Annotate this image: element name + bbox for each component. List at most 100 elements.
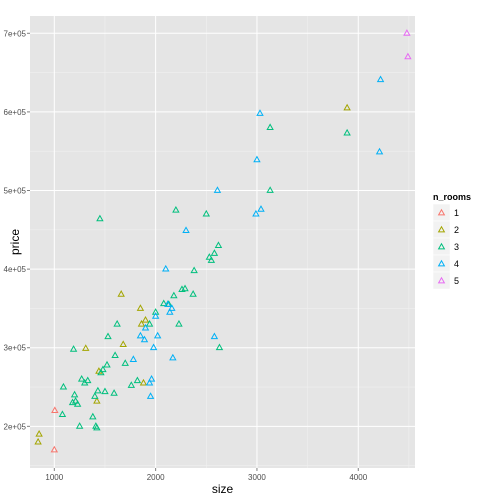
data-point: [145, 319, 154, 327]
data-point: [202, 209, 211, 217]
data-point: [35, 429, 43, 437]
x-tick-label: 1000: [45, 473, 63, 482]
data-point: [168, 304, 176, 311]
data-point: [215, 343, 224, 351]
data-point: [164, 300, 172, 307]
data-point: [93, 423, 101, 431]
data-point: [137, 319, 146, 327]
data-point: [139, 378, 148, 386]
data-point: [96, 214, 104, 222]
data-point: [104, 332, 112, 340]
data-point: [210, 249, 219, 256]
y-tick-label: 6e+05: [4, 108, 27, 117]
data-point: [81, 344, 90, 351]
data-point: [94, 386, 102, 394]
legend: n_rooms 1 2 3 4 5: [432, 192, 471, 290]
data-point: [160, 299, 168, 307]
legend-label: 2: [454, 225, 459, 235]
data-point: [403, 29, 411, 36]
data-point: [141, 323, 150, 331]
data-point: [50, 445, 59, 453]
major-grid: [30, 16, 415, 468]
x-tick-label: 3000: [248, 473, 266, 482]
y-tick-label: 2e+05: [4, 422, 27, 431]
data-point: [169, 353, 177, 361]
data-point: [266, 186, 274, 193]
data-point: [256, 109, 264, 116]
data-points: [34, 29, 412, 453]
data-point: [99, 365, 107, 373]
data-point: [127, 381, 136, 388]
y-tick-label: 3e+05: [4, 344, 27, 353]
data-point: [166, 308, 174, 315]
y-axis-title: price: [8, 229, 22, 255]
data-point: [117, 290, 125, 297]
x-axis-title: size: [212, 482, 234, 496]
legend-key-symbol: [437, 242, 446, 250]
data-point: [182, 226, 190, 234]
data-point: [84, 376, 92, 384]
data-point: [119, 340, 127, 348]
data-point: [162, 264, 170, 272]
data-point: [146, 392, 155, 399]
y-tick-label: 7e+05: [4, 29, 27, 38]
data-point: [77, 374, 86, 382]
data-point: [252, 209, 260, 217]
data-point: [140, 335, 149, 343]
plot-panel: [30, 16, 415, 468]
data-point: [121, 359, 129, 366]
legend-key: [432, 237, 451, 256]
data-point: [207, 256, 216, 263]
y-axis-ticks: 2e+05 3e+05 4e+05 5e+05 6e+05 7e+05: [4, 29, 30, 431]
x-axis-ticks: 1000 2000 3000 4000: [45, 468, 368, 482]
minor-grid: [30, 16, 415, 468]
data-point: [70, 390, 79, 398]
data-point: [189, 290, 197, 297]
legend-key: [432, 220, 451, 239]
y-tick-label: 4e+05: [4, 265, 27, 274]
data-point: [133, 376, 142, 384]
data-point: [343, 103, 351, 111]
data-point: [253, 155, 261, 163]
data-point: [210, 332, 219, 340]
legend-label: 4: [454, 259, 459, 269]
data-point: [375, 147, 384, 155]
x-tick-label: 2000: [147, 473, 165, 482]
data-point: [181, 284, 189, 292]
data-point: [343, 128, 351, 136]
data-point: [129, 355, 138, 362]
data-point: [75, 422, 84, 429]
data-point: [172, 205, 180, 213]
data-point: [93, 396, 101, 404]
data-point: [175, 319, 183, 327]
legend-title: n_rooms: [433, 192, 471, 202]
data-point: [58, 410, 67, 417]
data-point: [213, 186, 222, 193]
data-point: [266, 123, 274, 131]
data-point: [101, 387, 109, 395]
legend-key-symbol: [437, 276, 446, 284]
data-point: [110, 389, 118, 396]
data-point: [111, 351, 119, 359]
legend-key-symbol: [437, 225, 446, 233]
data-point: [257, 205, 265, 212]
legend-label: 5: [454, 276, 459, 286]
legend-key-symbol: [437, 208, 446, 216]
y-tick-label: 5e+05: [4, 187, 27, 196]
data-point: [136, 331, 145, 339]
legend-key: [432, 271, 451, 290]
data-point: [68, 398, 77, 406]
data-point: [73, 400, 82, 407]
data-point: [89, 412, 97, 420]
data-point: [190, 266, 198, 274]
data-point: [69, 345, 78, 352]
data-point: [136, 304, 145, 311]
data-point: [103, 360, 111, 368]
data-point: [151, 312, 160, 319]
data-point: [97, 368, 105, 376]
x-tick-label: 4000: [349, 473, 367, 482]
data-point: [170, 291, 178, 299]
data-point: [59, 382, 68, 390]
data-point: [214, 241, 223, 248]
